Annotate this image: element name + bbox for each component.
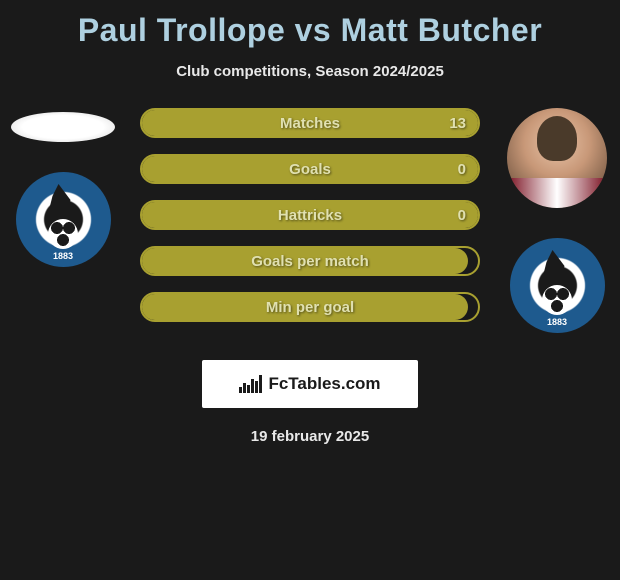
left-player-column: 1883 bbox=[8, 108, 118, 267]
stat-row-goals-per-match: Goals per match bbox=[140, 246, 480, 276]
stat-row-min-per-goal: Min per goal bbox=[140, 292, 480, 322]
right-player-column: 1883 bbox=[502, 108, 612, 333]
player-left-club-badge: 1883 bbox=[16, 172, 111, 267]
brand-text: FcTables.com bbox=[268, 374, 380, 394]
stat-right-value: 0 bbox=[458, 207, 466, 224]
player-right-photo bbox=[507, 108, 607, 208]
date-line: 19 february 2025 bbox=[0, 428, 620, 445]
brand-box[interactable]: FcTables.com bbox=[202, 360, 418, 408]
stat-label: Goals bbox=[289, 161, 331, 178]
comparison-area: 1883 1883 Matches 13 Goals 0 Hattricks 0 bbox=[0, 108, 620, 338]
badge-year-right: 1883 bbox=[510, 317, 605, 327]
stat-row-hattricks: Hattricks 0 bbox=[140, 200, 480, 230]
badge-year-left: 1883 bbox=[16, 251, 111, 261]
stat-row-goals: Goals 0 bbox=[140, 154, 480, 184]
stat-label: Min per goal bbox=[266, 299, 354, 316]
bar-chart-icon bbox=[239, 375, 262, 393]
subtitle: Club competitions, Season 2024/2025 bbox=[0, 63, 620, 80]
stat-label: Goals per match bbox=[251, 253, 369, 270]
stats-list: Matches 13 Goals 0 Hattricks 0 Goals per… bbox=[140, 108, 480, 322]
player-right-club-badge: 1883 bbox=[510, 238, 605, 333]
stat-label: Hattricks bbox=[278, 207, 342, 224]
player-left-photo bbox=[11, 112, 115, 142]
page-title: Paul Trollope vs Matt Butcher bbox=[0, 0, 620, 49]
stat-right-value: 13 bbox=[449, 115, 466, 132]
stat-row-matches: Matches 13 bbox=[140, 108, 480, 138]
stat-right-value: 0 bbox=[458, 161, 466, 178]
stat-label: Matches bbox=[280, 115, 340, 132]
